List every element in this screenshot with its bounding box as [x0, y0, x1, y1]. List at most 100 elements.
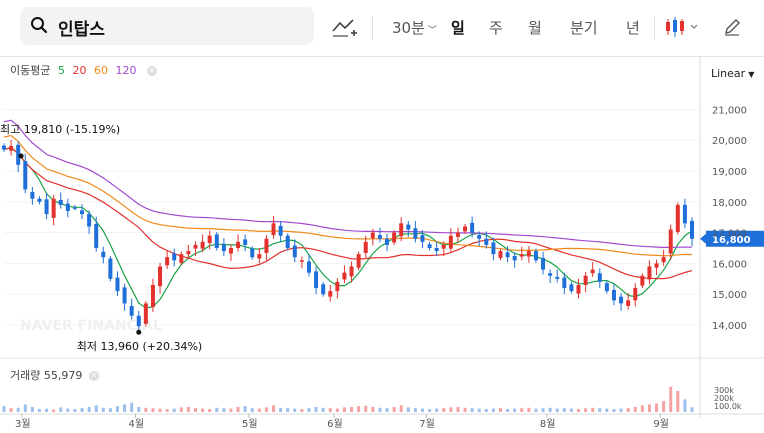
- candle-body: [505, 252, 510, 258]
- moving-average-legend[interactable]: 이동평균 5 20 60 120 ✕: [10, 62, 161, 78]
- current-price-pointer: [700, 233, 706, 244]
- candle-body: [214, 234, 219, 248]
- candle-body: [207, 235, 212, 244]
- volume-bar: [300, 409, 304, 412]
- candle-body: [690, 220, 694, 239]
- candle-body: [498, 251, 503, 258]
- candle-body: [491, 242, 496, 255]
- volume-bar: [555, 408, 559, 412]
- candle-body: [172, 253, 177, 261]
- candle-body: [420, 235, 425, 242]
- volume-bar: [406, 407, 410, 412]
- volume-bar: [420, 408, 424, 412]
- candle-body: [23, 161, 28, 190]
- candle-body: [30, 191, 35, 199]
- candle-body: [463, 226, 468, 232]
- volume-bar: [123, 404, 127, 412]
- volume-bar: [498, 408, 502, 412]
- pencil-icon[interactable]: [722, 17, 742, 37]
- volume-bar: [130, 402, 134, 412]
- candle-body: [519, 254, 524, 257]
- candle-body: [647, 266, 652, 280]
- current-price-label: 16,800: [712, 235, 751, 246]
- interval-day[interactable]: 일: [451, 19, 465, 37]
- y-tick-label: 17,000: [712, 229, 747, 240]
- volume-bar: [456, 406, 460, 412]
- candle-body: [58, 199, 63, 205]
- ma-120-line: [3, 119, 693, 248]
- volume-bar: [491, 408, 495, 412]
- candle-body: [9, 146, 14, 151]
- high-marker: [18, 153, 24, 159]
- volume-bar: [484, 409, 488, 412]
- x-tick-label: 3월: [15, 418, 31, 430]
- interval-year[interactable]: 년: [626, 19, 640, 37]
- volume-bar: [279, 407, 283, 412]
- volume-bar: [633, 406, 637, 412]
- candle-body: [292, 245, 297, 258]
- volume-bar: [87, 406, 91, 412]
- drawing-tool-icon[interactable]: [332, 17, 358, 39]
- candle-body: [129, 305, 134, 316]
- x-tick-label: 9월: [653, 418, 669, 430]
- candle-body: [604, 283, 609, 292]
- candle-body: [264, 238, 269, 253]
- search-icon: [31, 17, 48, 34]
- ma-20-line: [3, 147, 693, 280]
- volume-bar: [392, 406, 396, 412]
- candle-body: [285, 235, 290, 248]
- candle-body: [385, 238, 390, 245]
- interval-month[interactable]: 월: [528, 19, 542, 37]
- candle-body: [619, 296, 624, 304]
- volume-bar: [328, 408, 332, 412]
- candle-body: [675, 204, 680, 232]
- candle-body: [243, 239, 248, 245]
- candle-body: [44, 199, 49, 215]
- volume-bar: [640, 405, 644, 412]
- candle-body: [94, 223, 99, 248]
- candle-body: [392, 232, 397, 243]
- interval-week[interactable]: 주: [489, 19, 503, 37]
- close-icon[interactable]: ✕: [146, 66, 157, 76]
- candle-body: [16, 144, 21, 165]
- volume-bar: [314, 406, 318, 412]
- search-query: 인탑스: [58, 20, 105, 40]
- candle-body: [115, 277, 120, 292]
- candle-body: [328, 291, 333, 297]
- volume-bar: [449, 407, 453, 412]
- volume-bar: [435, 408, 439, 412]
- candle-body: [427, 244, 432, 248]
- close-icon[interactable]: ✕: [88, 371, 99, 381]
- volume-bar: [321, 407, 325, 412]
- candle-body: [363, 241, 368, 253]
- volume-bar: [66, 408, 70, 412]
- candle-body: [87, 214, 92, 227]
- volume-bar: [194, 408, 198, 412]
- interval-30min[interactable]: 30분 ﹀: [392, 19, 437, 37]
- scale-label: Linear: [711, 67, 746, 80]
- candle-body: [150, 284, 155, 308]
- candle-body: [80, 210, 85, 215]
- volume-bar: [229, 408, 233, 412]
- x-tick-label: 4월: [128, 418, 144, 430]
- volume-bar: [442, 408, 446, 412]
- interval-quarter[interactable]: 분기: [570, 19, 598, 37]
- scale-toggle[interactable]: Linear ▼: [711, 67, 755, 80]
- candle-body: [406, 224, 411, 230]
- volume-legend: 거래량 55,979 ✕: [10, 367, 99, 383]
- volume-bar: [335, 408, 339, 412]
- volume-bar: [94, 405, 98, 412]
- candle-type-icon[interactable]: [664, 16, 700, 38]
- search-box[interactable]: 인탑스: [20, 7, 314, 45]
- candle-body: [661, 257, 666, 263]
- volume-bar: [115, 406, 119, 412]
- volume-bar: [272, 405, 276, 412]
- toolbar-divider: [372, 16, 373, 40]
- candle-body: [335, 281, 340, 292]
- candle-body: [590, 269, 595, 274]
- candle-body: [562, 277, 567, 289]
- volume-bar: [186, 406, 190, 412]
- volume-bar: [399, 405, 403, 412]
- y-tick-label: 14,000: [712, 321, 747, 332]
- candle-body: [136, 315, 141, 327]
